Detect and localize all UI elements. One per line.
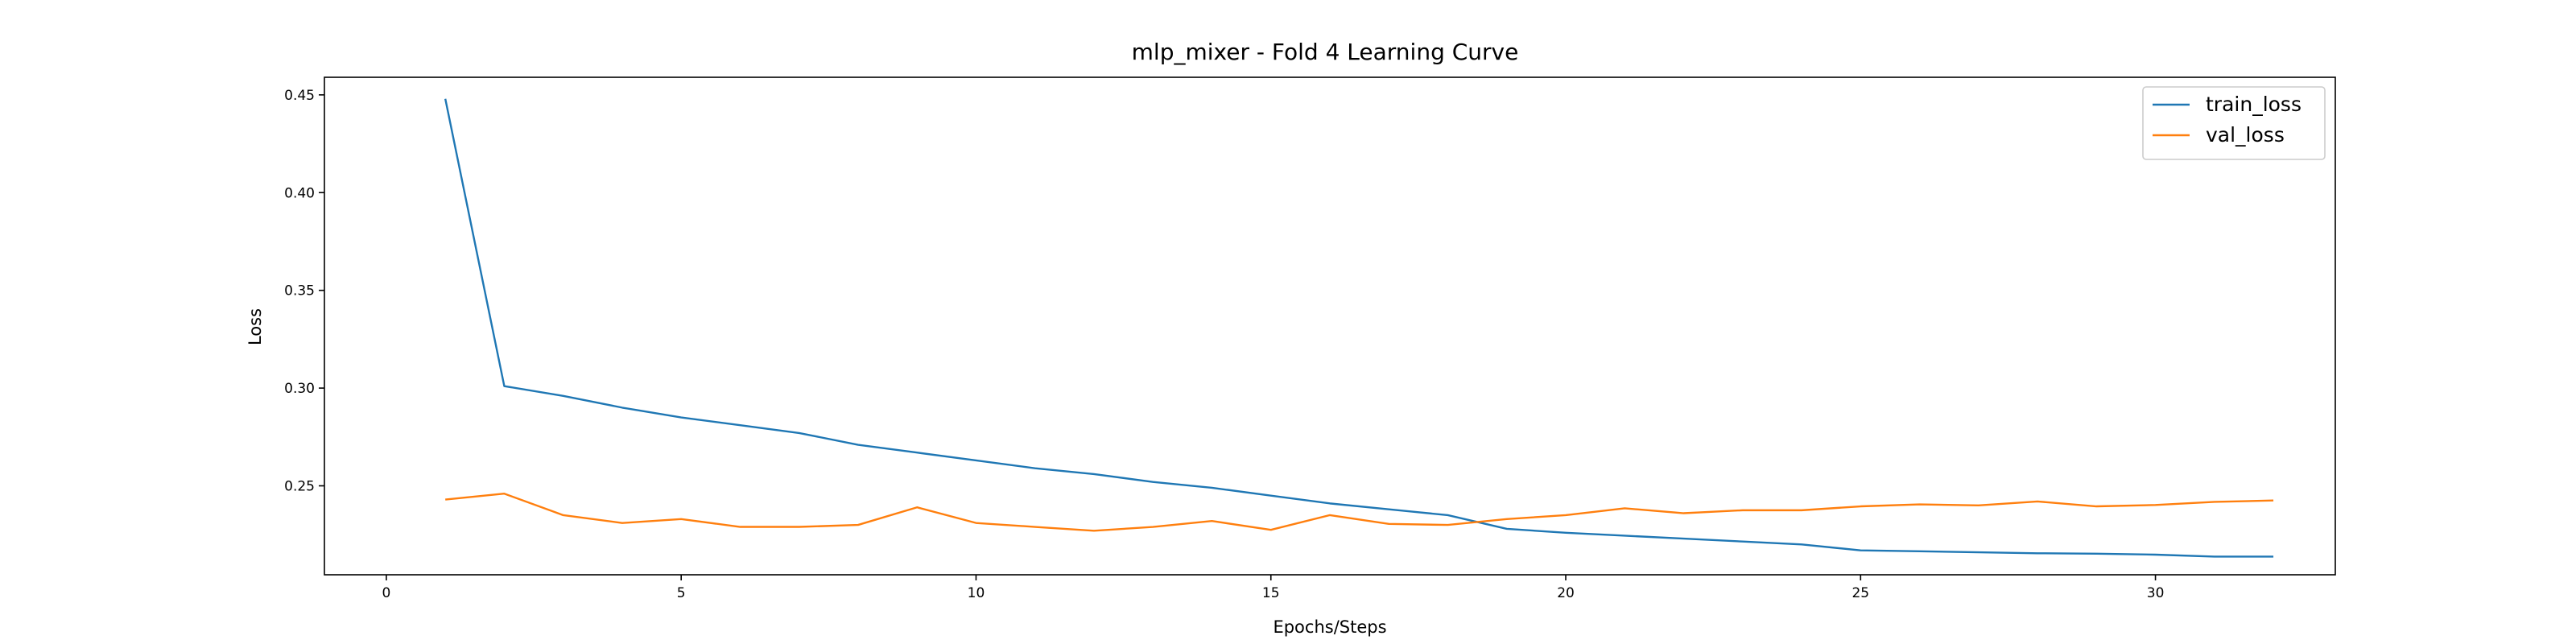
legend: train_loss val_loss [2142,86,2326,160]
x-tick-label: 15 [1262,585,1280,601]
x-axis-label: Epochs/Steps [1273,617,1386,637]
y-tick-label: 0.40 [284,185,315,201]
legend-label-val-loss: val_loss [2206,123,2285,147]
series-line-val-loss [445,493,2274,532]
x-tick-label: 5 [677,585,686,601]
y-tick-label: 0.35 [284,283,315,299]
series-line-train-loss [444,98,2274,558]
x-tick-label: 30 [2147,585,2165,601]
y-tick-label: 0.45 [284,88,315,104]
axes-frame [324,76,2336,576]
legend-label-train-loss: train_loss [2206,93,2301,116]
y-axis-label: Loss [246,308,265,345]
y-tick-label: 0.30 [284,381,315,397]
x-tick-label: 10 [968,585,985,601]
y-axis-ticks: 0.25 0.30 0.35 0.40 0.45 [284,88,324,495]
x-tick-label: 20 [1557,585,1575,601]
chart-title: mlp_mixer - Fold 4 Learning Curve [1132,39,1519,65]
plot-area [444,98,2274,558]
x-tick-label: 25 [1852,585,1869,601]
x-tick-label: 0 [382,585,391,601]
x-axis-ticks: 0 5 10 15 20 25 30 [382,575,2165,601]
y-tick-label: 0.25 [284,479,315,495]
